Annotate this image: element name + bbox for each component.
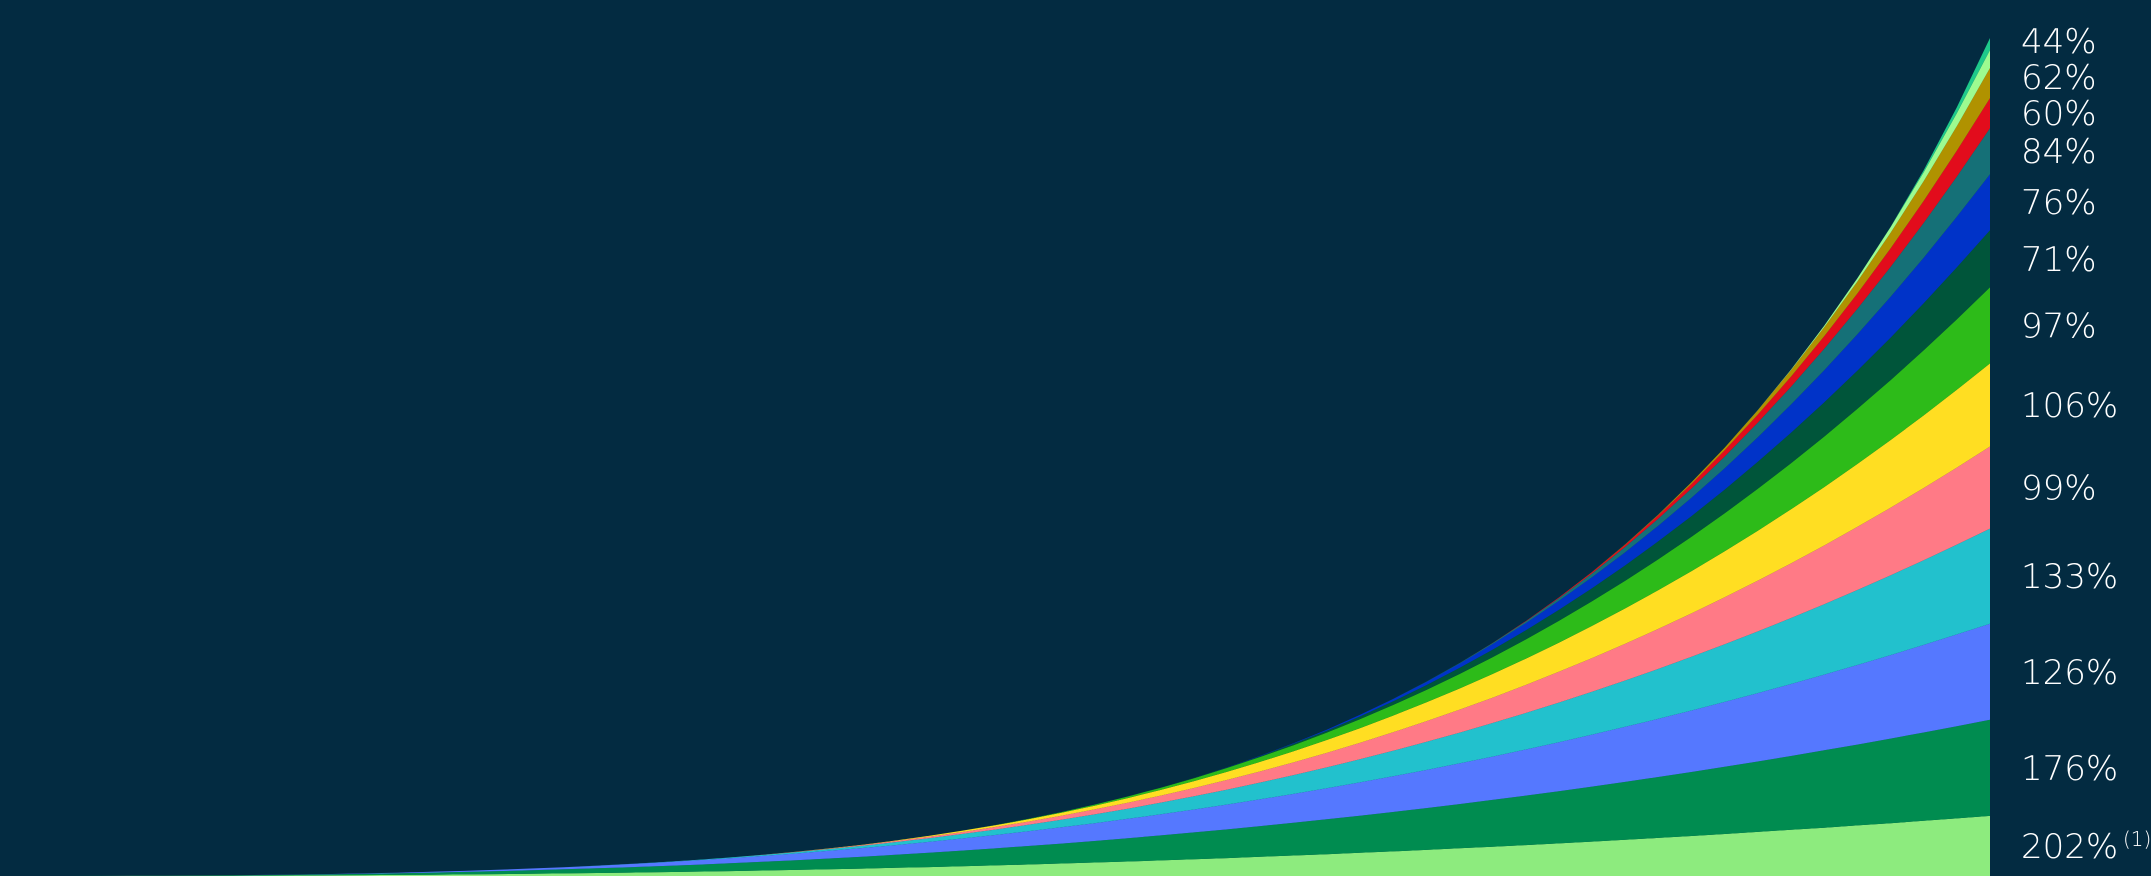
series-label-1: 176% bbox=[2021, 749, 2118, 789]
series-label-9: 84% bbox=[2021, 132, 2097, 172]
series-label-7: 71% bbox=[2021, 240, 2097, 280]
series-label-10: 60% bbox=[2021, 94, 2097, 134]
area-series-2 bbox=[0, 623, 1990, 876]
series-label-6: 97% bbox=[2021, 306, 2097, 346]
series-label-2: 126% bbox=[2021, 653, 2118, 693]
series-label-4: 99% bbox=[2021, 469, 2097, 509]
area-series-3 bbox=[0, 528, 1990, 876]
series-label-11: 62% bbox=[2021, 58, 2097, 98]
series-labels: 202% (1) 176% 126% 133% 99% 106% 97% 71% 76% 84%60… bbox=[2021, 22, 2151, 867]
series-footnote-0: (1) bbox=[2123, 827, 2151, 851]
series-label-0: 202% bbox=[2021, 827, 2118, 867]
series-areas bbox=[0, 38, 1990, 876]
series-label-3: 133% bbox=[2021, 557, 2118, 597]
series-label-8: 76% bbox=[2021, 183, 2097, 223]
area-series-4 bbox=[0, 446, 1990, 876]
series-label-12: 44% bbox=[2021, 22, 2097, 62]
area-series-0 bbox=[0, 815, 1990, 876]
area-series-1 bbox=[0, 719, 1990, 876]
series-label-5: 106% bbox=[2021, 386, 2118, 426]
